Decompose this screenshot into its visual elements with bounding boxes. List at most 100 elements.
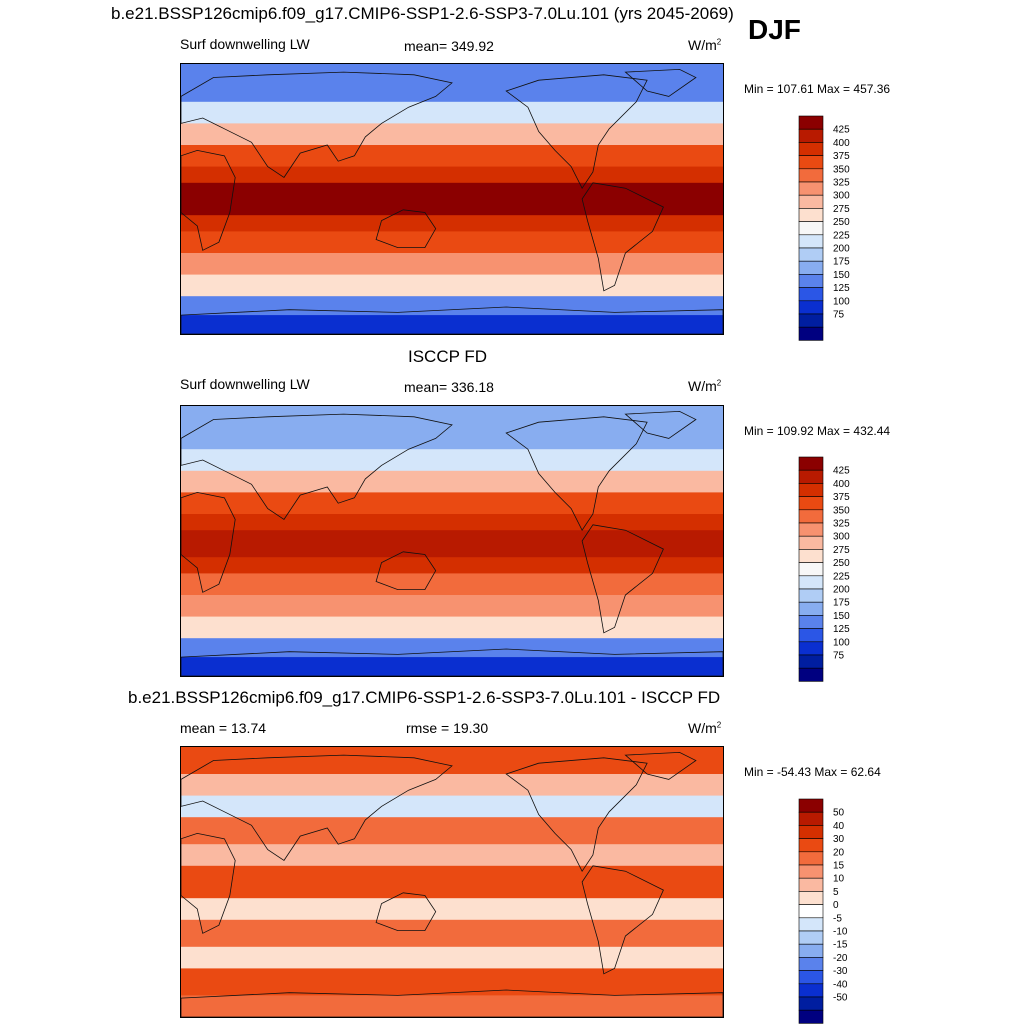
colorbar-box-14 [798,287,824,302]
coastline-antarctica [181,989,723,1017]
colorbar-tick-label: 325 [833,519,850,530]
panel2-minmax: Min = 109.92 Max = 432.44 [744,424,891,438]
colorbar-box-5 [798,168,824,183]
colorbar-box-10 [798,917,824,932]
field-band-8 [181,573,723,596]
colorbar-box-5 [798,509,824,524]
panel3-colorbar: 50 40 30 20 15 10 5 0 -5 -10 -15 -20 -30 -40 -50 [798,798,879,1025]
field-band-11 [181,638,723,658]
colorbar-box-9 [798,562,824,577]
field-band-10 [181,968,723,996]
field-band-9 [181,946,723,969]
colorbar-tick-label: 225 [833,571,850,582]
coastline-australia [375,209,437,249]
panel3-units-exp: 2 [716,720,722,730]
field-band-12 [181,315,723,334]
colorbar-box-14 [798,628,824,643]
coastline-north-america [505,757,648,872]
field-band-7 [181,215,723,232]
field-band-2 [181,101,723,124]
field-band-4 [181,145,723,168]
field-band-4 [181,492,723,515]
colorbar-box-17 [798,1009,824,1024]
colorbar-box-11 [798,930,824,945]
field-band-11 [181,296,723,316]
colorbar-box-13 [798,615,824,629]
panel1-map [180,63,724,335]
colorbar-box-1 [798,798,824,813]
colorbar-tick-label: 250 [833,217,850,228]
panel3-units-base: W/m [688,720,717,736]
coastline-south-america [581,182,664,292]
colorbar-tick-label: 125 [833,624,850,635]
colorbar-tick-label: 75 [833,310,845,321]
field-band-2 [181,774,723,797]
colorbar-box-16 [798,313,824,328]
coastline-greenland [624,751,697,780]
colorbar-tick-label: 400 [833,138,850,149]
colorbar-tick-label: 150 [833,270,850,281]
field-band-4 [181,817,723,845]
field-band-8 [181,919,723,948]
coastline-africa [181,491,236,593]
colorbar-tick-label: 175 [833,257,850,268]
field-band-6 [181,865,723,899]
colorbar-tick-label: 125 [833,283,850,294]
colorbar-tick-label: -30 [833,966,848,977]
colorbar-box-16 [798,654,824,669]
field-band-6 [181,182,723,216]
panel1-mean-label: mean= 349.92 [404,38,494,54]
field-band-7 [181,557,723,574]
panel3-map-field [181,747,723,1017]
colorbar-tick-label: -50 [833,993,848,1004]
colorbar-tick-label: 175 [833,598,850,609]
panel1-colorbar-svg: 425 400 375 350 325 300 275 250 225 200 175 150 125 1… [798,115,850,341]
coastline-australia [375,892,437,932]
colorbar-tick-label: 300 [833,532,850,543]
panel1-units: W/m2 [688,37,721,53]
colorbar-box-2 [798,128,824,143]
coastline-antarctica [181,306,723,334]
coastline-greenland [624,68,697,97]
field-band-12 [181,657,723,676]
colorbar-box-2 [798,811,824,826]
coastline-australia [375,551,437,591]
panel1-minmax: Min = 107.61 Max = 457.36 [744,82,891,96]
panel2-colorbar: 425 400 375 350 325 300 275 250 225 200 175 150 125 1… [798,456,879,683]
colorbar-tick-label: 20 [833,847,845,858]
colorbar-box-15 [798,983,824,998]
panel1-colorbar: 425 400 375 350 325 300 275 250 225 200 175 150 125 1… [798,115,879,342]
colorbar-box-10 [798,575,824,590]
colorbar-tick-label: 375 [833,151,850,162]
colorbar-tick-label: 200 [833,244,850,255]
panel2-title: ISCCP FD [408,347,488,366]
colorbar-box-15 [798,300,824,315]
panel1-units-exp: 2 [716,37,722,47]
field-band-1 [181,406,723,450]
colorbar-tick-label: 75 [833,651,845,662]
panel2-units: W/m2 [688,378,721,394]
coastline-north-america [505,74,648,189]
colorbar-tick-label: 5 [833,887,839,898]
colorbar-box-9 [798,221,824,236]
field-band-10 [181,616,723,639]
colorbar-box-4 [798,155,824,170]
coastline-africa [181,832,236,934]
panel3-units: W/m2 [688,720,721,736]
colorbar-box-3 [798,825,824,839]
colorbar-box-17 [798,667,824,682]
panel2-units-base: W/m [688,378,717,394]
panel3-map [180,746,724,1018]
colorbar-tick-label: -15 [833,940,848,951]
colorbar-box-12 [798,260,824,275]
coastline-europe-asia [181,413,453,520]
colorbar-box-7 [798,194,824,209]
colorbar-tick-label: 100 [833,296,850,307]
colorbar-box-13 [798,274,824,288]
panel2-map-field [181,406,723,676]
colorbar-tick-label: -20 [833,953,848,964]
panel1-title: b.e21.BSSP126cmip6.f09_g17.CMIP6-SSP1-2.… [111,4,734,23]
colorbar-box-8 [798,549,824,563]
colorbar-box-4 [798,496,824,511]
